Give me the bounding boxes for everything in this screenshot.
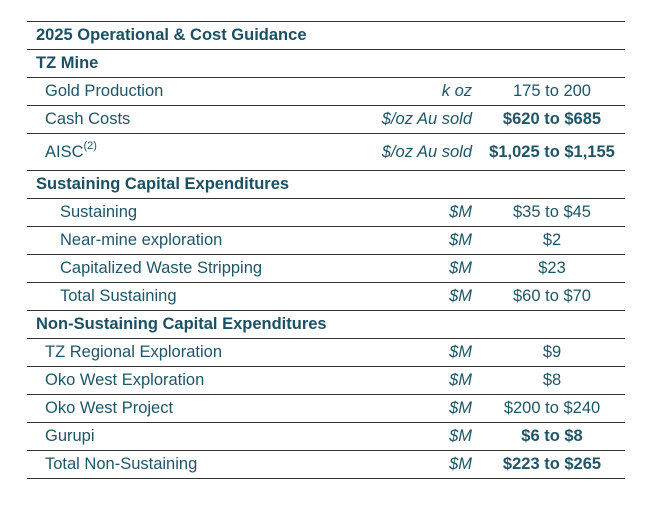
- row-unit: $M: [449, 287, 472, 305]
- row-unit: $M: [449, 371, 472, 389]
- table-row: Sustaining Capital Expenditures: [27, 171, 625, 199]
- row-label: Oko West Project: [45, 399, 174, 417]
- row-unit: $M: [449, 231, 472, 249]
- row-value: $8: [542, 371, 562, 389]
- table-row: Gold Production k oz 175 to 200: [27, 78, 625, 106]
- row-label-text: AISC: [45, 142, 84, 161]
- row-unit: $/oz Au sold: [381, 110, 472, 128]
- row-label: TZ Regional Exploration: [45, 343, 223, 361]
- table-row: Sustaining $M $35 to $45: [27, 199, 625, 227]
- footnote-marker: (2): [83, 140, 97, 152]
- row-label: Near-mine exploration: [60, 231, 223, 249]
- row-unit: $M: [449, 203, 472, 221]
- row-value: $35 to $45: [513, 203, 591, 221]
- row-value: $200 to $240: [503, 399, 601, 417]
- table-row: Total Sustaining $M $60 to $70: [27, 283, 625, 311]
- table-row: Oko West Project $M $200 to $240: [27, 395, 625, 423]
- row-unit: $M: [449, 427, 472, 445]
- row-label: Gold Production: [45, 82, 164, 100]
- row-value: $6 to $8: [521, 427, 583, 445]
- section-title: 2025 Operational & Cost Guidance: [36, 26, 307, 44]
- row-label: Capitalized Waste Stripping: [60, 259, 263, 277]
- table-row: Total Non-Sustaining $M $223 to $265: [27, 451, 625, 479]
- table-row: Gurupi $M $6 to $8: [27, 423, 625, 451]
- section-title: TZ Mine: [36, 54, 99, 72]
- table-row: Non-Sustaining Capital Expenditures: [27, 311, 625, 339]
- row-label: Total Non-Sustaining: [45, 455, 198, 473]
- row-label: Oko West Exploration: [45, 371, 205, 389]
- row-value: $620 to $685: [502, 110, 602, 128]
- row-value: $23: [538, 259, 566, 277]
- row-label: Sustaining: [60, 203, 138, 221]
- row-unit: $/oz Au sold: [381, 142, 472, 161]
- row-value: $60 to $70: [513, 287, 591, 305]
- row-value: $1,025 to $1,155: [489, 142, 615, 161]
- row-unit: $M: [449, 455, 472, 473]
- table-row: TZ Regional Exploration $M $9: [27, 339, 625, 367]
- row-unit: k oz: [441, 82, 472, 100]
- row-value: $9: [542, 343, 562, 361]
- table-row: Cash Costs $/oz Au sold $620 to $685: [27, 106, 625, 134]
- section-title: Sustaining Capital Expenditures: [36, 175, 290, 193]
- row-unit: $M: [449, 259, 472, 277]
- row-label: AISC (2): [45, 134, 97, 170]
- row-unit: $M: [449, 399, 472, 417]
- row-value: 175 to 200: [513, 82, 591, 100]
- table-row: AISC (2) $/oz Au sold $1,025 to $1,155: [27, 134, 625, 171]
- table-row: Oko West Exploration $M $8: [27, 367, 625, 395]
- table-row: 2025 Operational & Cost Guidance: [27, 22, 625, 50]
- row-value: $223 to $265: [502, 455, 602, 473]
- guidance-table: 2025 Operational & Cost Guidance TZ Mine…: [27, 21, 625, 479]
- row-unit: $M: [449, 343, 472, 361]
- table-row: Capitalized Waste Stripping $M $23: [27, 255, 625, 283]
- table-row: Near-mine exploration $M $2: [27, 227, 625, 255]
- row-label: Cash Costs: [45, 110, 131, 128]
- row-label: Gurupi: [45, 427, 95, 445]
- table-row: TZ Mine: [27, 50, 625, 78]
- row-value: $2: [542, 231, 562, 249]
- row-label: Total Sustaining: [60, 287, 177, 305]
- section-title: Non-Sustaining Capital Expenditures: [36, 315, 327, 333]
